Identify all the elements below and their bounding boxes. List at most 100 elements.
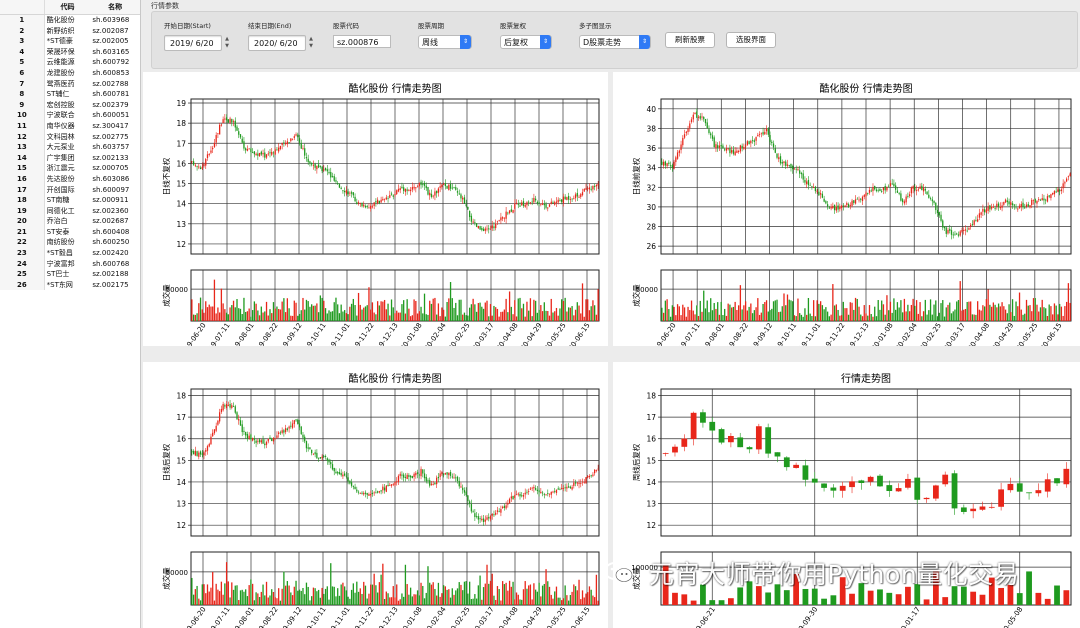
table-row[interactable]: 6 龙建股份 sh.600853: [0, 67, 140, 79]
volume-bar: [877, 589, 883, 605]
volume-bar: [666, 299, 668, 321]
stock-code-input[interactable]: sz.000876: [333, 35, 391, 48]
table-row[interactable]: 10 宁波联合 sh.600051: [0, 110, 140, 121]
volume-bar: [408, 594, 410, 605]
volume-bar: [203, 312, 205, 321]
table-row[interactable]: 26 *ST东网 sz.002175: [0, 279, 140, 291]
volume-bar: [231, 582, 233, 605]
table-row[interactable]: 8 ST辅仁 sh.600781: [0, 89, 140, 100]
volume-bar: [1054, 585, 1060, 605]
volume-bar: [950, 313, 953, 321]
volume-bar: [279, 600, 282, 605]
volume-bar: [580, 599, 582, 605]
volume-bar: [312, 587, 315, 605]
candle-body: [479, 226, 481, 230]
table-row[interactable]: 19 同德化工 sz.002360: [0, 205, 140, 217]
volume-bar: [559, 308, 561, 321]
start-date-stepper[interactable]: ▲ ▼: [225, 36, 229, 49]
volume-bar: [218, 591, 221, 605]
candle-body: [331, 464, 334, 470]
stock-picker-button[interactable]: 选股界面: [726, 32, 776, 48]
table-row[interactable]: 14 广宇集团 sz.002133: [0, 152, 140, 164]
candle-body: [858, 480, 865, 483]
volume-bar: [489, 580, 492, 605]
table-row[interactable]: 12 文科园林 sz.002775: [0, 131, 140, 143]
candle-body: [676, 152, 679, 159]
candle-body: [779, 156, 782, 164]
table-row[interactable]: 24 宁波富邦 sh.600768: [0, 258, 140, 270]
candle-body: [265, 441, 268, 445]
y-tick-label: 17: [176, 139, 186, 148]
table-row[interactable]: 22 南纺股份 sh.600250: [0, 237, 140, 249]
candle-body: [498, 219, 500, 221]
volume-bar: [474, 304, 476, 321]
candle-body: [581, 192, 584, 196]
table-row[interactable]: 16 先达股份 sh.603086: [0, 173, 140, 185]
volume-bar: [849, 593, 855, 605]
candle-body: [1032, 199, 1035, 201]
volume-bar: [669, 316, 672, 321]
candle-body: [493, 226, 495, 229]
stock-list-table[interactable]: 代码 名称 1 酷化股份 sh.603968 2 新野纺织 sz.002087 3 *ST德豪…: [0, 0, 141, 628]
column-header-name[interactable]: 名称: [108, 3, 123, 11]
volume-bar: [366, 305, 368, 321]
volume-bar: [496, 308, 499, 321]
column-header-code[interactable]: 代码: [60, 3, 75, 11]
volume-bar: [547, 581, 549, 605]
volume-bar: [194, 589, 196, 605]
row-stock-code: sz.002775: [92, 132, 129, 141]
row-index: 14: [0, 152, 45, 164]
volume-bar: [744, 301, 747, 321]
table-row[interactable]: 1 酷化股份 sh.603968: [0, 15, 140, 26]
start-date-input[interactable]: 2019/ 6/20 ▲ ▼: [164, 35, 229, 51]
candle-body: [533, 487, 535, 489]
candle-body: [243, 430, 245, 432]
table-row[interactable]: 13 大元泵业 sh.603757: [0, 142, 140, 153]
table-row[interactable]: 23 *ST毅昌 sz.002420: [0, 248, 140, 259]
volume-bar: [741, 309, 743, 321]
end-date-input[interactable]: 2020/ 6/20 ▲ ▼: [248, 35, 313, 51]
candle-body: [387, 484, 389, 487]
volume-bar: [932, 571, 939, 605]
table-row[interactable]: 7 鹭燕医药 sz.002788: [0, 78, 140, 90]
table-row[interactable]: 2 新野纺织 sz.002087: [0, 25, 140, 37]
candle-body: [1017, 208, 1019, 210]
table-row[interactable]: 18 ST南糖 sz.000911: [0, 195, 140, 206]
period-select[interactable]: 周线 ⇕: [418, 35, 472, 49]
refresh-stock-button[interactable]: 刷新股票: [665, 32, 715, 48]
adjust-select[interactable]: 后复权 ⇕: [500, 35, 552, 49]
row-stock-name: *ST东网: [46, 280, 73, 289]
volume-bar: [241, 589, 243, 605]
volume-bar: [905, 586, 911, 605]
table-row[interactable]: 3 *ST德豪 sz.002005: [0, 36, 140, 47]
candle-body: [668, 162, 670, 164]
table-row[interactable]: 11 南华仪器 sz.300417: [0, 120, 140, 132]
candle-body: [337, 183, 339, 184]
table-row[interactable]: 17 开创国际 sh.600097: [0, 184, 140, 196]
subplot-select[interactable]: D股票走势 ⇕: [579, 35, 651, 49]
candle-body: [1038, 199, 1040, 200]
volume-bar: [364, 585, 367, 605]
volume-bar: [508, 291, 511, 321]
table-row[interactable]: 20 乔治白 sz.002687: [0, 216, 140, 227]
table-row[interactable]: 9 宏创控股 sz.002379: [0, 99, 140, 111]
candle-body: [788, 165, 790, 167]
table-row[interactable]: 21 ST安泰 sh.600408: [0, 226, 140, 238]
table-row[interactable]: 5 云维能源 sh.600792: [0, 57, 140, 68]
volume-bar: [269, 309, 271, 321]
candle-body: [1001, 205, 1003, 208]
volume-bar: [996, 307, 998, 321]
candle-body: [456, 476, 459, 482]
candle-body: [547, 493, 549, 494]
candle-body: [269, 152, 271, 154]
table-row[interactable]: 25 ST巴士 sz.002188: [0, 269, 140, 280]
candle-body: [799, 170, 801, 174]
volume-bar: [201, 309, 203, 321]
table-row[interactable]: 15 浙江震元 sz.000705: [0, 163, 140, 174]
end-date-stepper[interactable]: ▲ ▼: [309, 36, 313, 49]
candle-body: [496, 510, 499, 512]
candle-body: [858, 199, 860, 201]
y-tick-label: 18: [176, 391, 186, 400]
candle-body: [423, 182, 426, 186]
table-row[interactable]: 4 荣晟环保 sh.603165: [0, 46, 140, 58]
